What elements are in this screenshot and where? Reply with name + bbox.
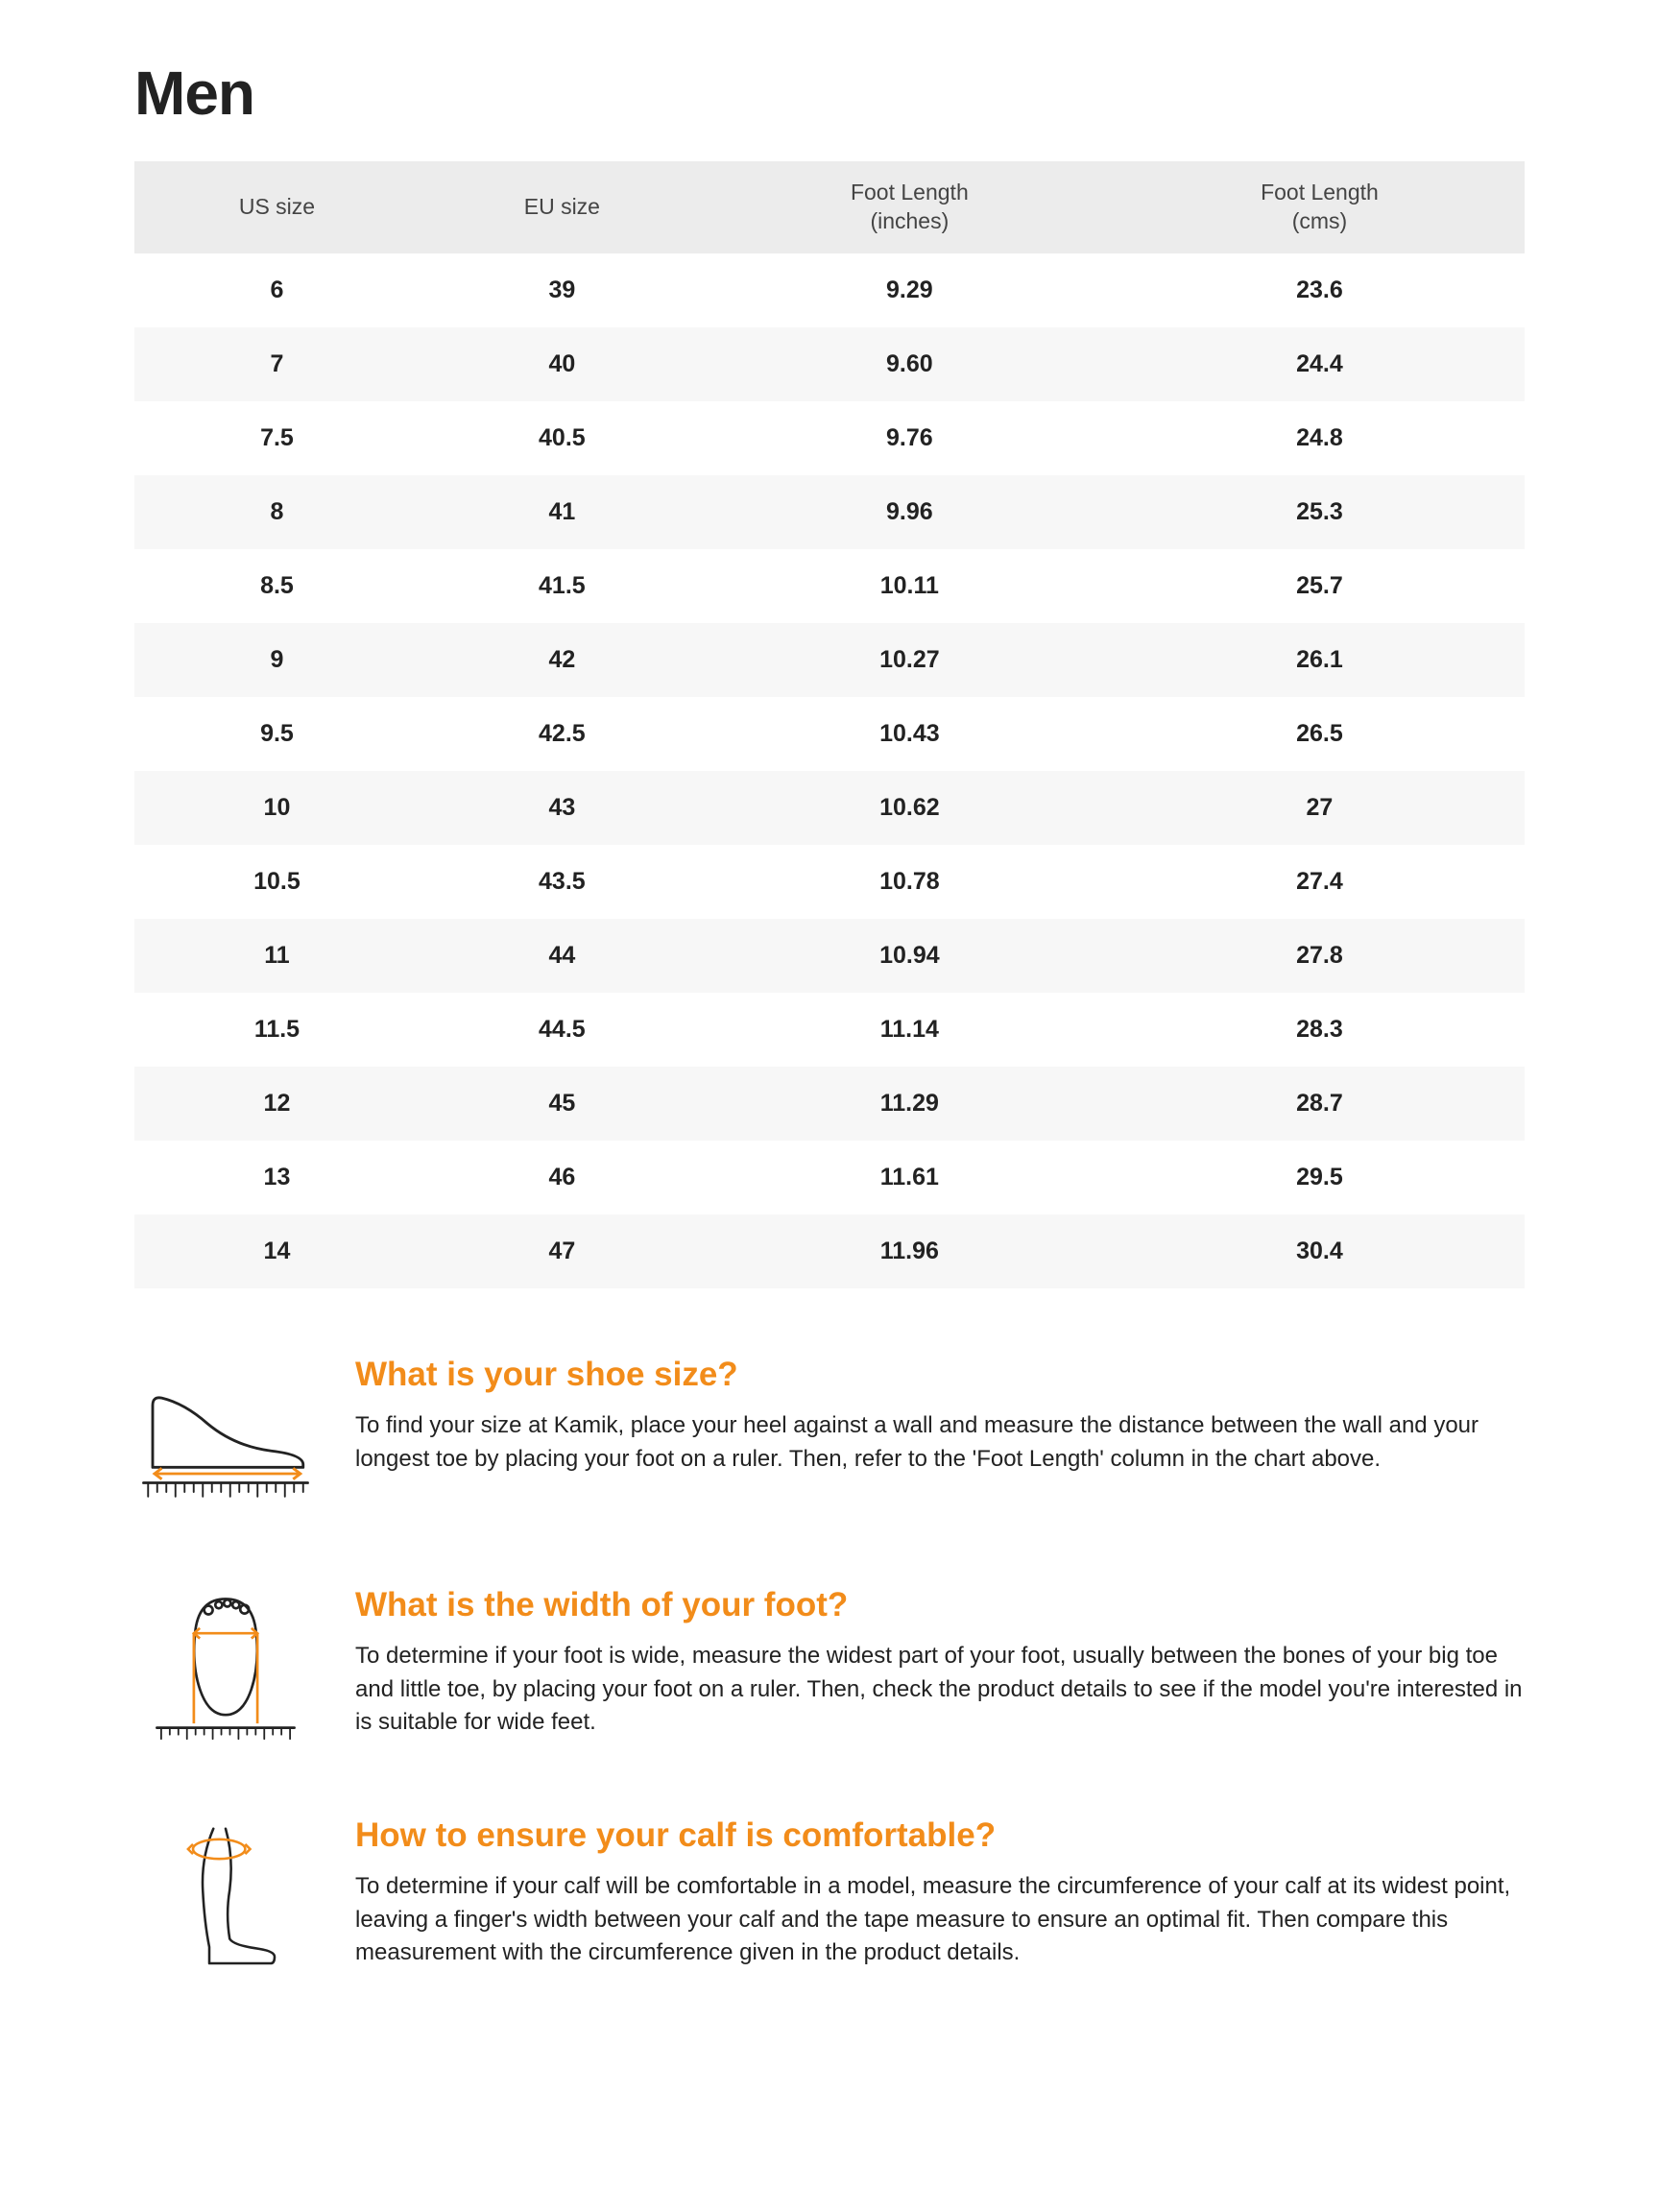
table-row: 11.544.511.1428.3: [134, 993, 1525, 1067]
table-cell: 28.7: [1115, 1067, 1525, 1141]
table-cell: 10.43: [705, 697, 1115, 771]
table-cell: 10.27: [705, 623, 1115, 697]
calf-measure-icon: [134, 1816, 317, 1980]
table-row: 6399.2923.6: [134, 253, 1525, 327]
info-body: To determine if your calf will be comfor…: [355, 1870, 1525, 1970]
table-cell: 47: [420, 1214, 705, 1288]
table-cell: 42.5: [420, 697, 705, 771]
table-row: 94210.2726.1: [134, 623, 1525, 697]
table-row: 8419.9625.3: [134, 475, 1525, 549]
table-row: 124511.2928.7: [134, 1067, 1525, 1141]
page-title: Men: [134, 58, 1525, 129]
table-cell: 12: [134, 1067, 420, 1141]
table-cell: 9.76: [705, 401, 1115, 475]
table-cell: 10.78: [705, 845, 1115, 919]
info-section: What is your shoe size? To find your siz…: [134, 1356, 1525, 1980]
table-cell: 27.8: [1115, 919, 1525, 993]
table-row: 104310.6227: [134, 771, 1525, 845]
table-cell: 9.29: [705, 253, 1115, 327]
info-shoe-size: What is your shoe size? To find your siz…: [134, 1356, 1525, 1519]
table-cell: 39: [420, 253, 705, 327]
table-cell: 24.4: [1115, 327, 1525, 401]
table-cell: 26.1: [1115, 623, 1525, 697]
table-cell: 13: [134, 1141, 420, 1214]
col-eu-size: EU size: [420, 161, 705, 253]
table-cell: 11: [134, 919, 420, 993]
table-cell: 25.7: [1115, 549, 1525, 623]
table-cell: 11.5: [134, 993, 420, 1067]
foot-side-ruler-icon: [134, 1356, 317, 1519]
table-cell: 10.5: [134, 845, 420, 919]
table-cell: 9.96: [705, 475, 1115, 549]
info-body: To determine if your foot is wide, measu…: [355, 1640, 1525, 1740]
info-heading: How to ensure your calf is comfortable?: [355, 1816, 1525, 1855]
table-cell: 28.3: [1115, 993, 1525, 1067]
table-cell: 10: [134, 771, 420, 845]
info-calf: How to ensure your calf is comfortable? …: [134, 1816, 1525, 1980]
table-row: 7.540.59.7624.8: [134, 401, 1525, 475]
info-heading: What is your shoe size?: [355, 1356, 1525, 1394]
table-row: 7409.6024.4: [134, 327, 1525, 401]
col-foot-length-cm: Foot Length(cms): [1115, 161, 1525, 253]
table-cell: 40: [420, 327, 705, 401]
table-cell: 40.5: [420, 401, 705, 475]
table-cell: 45: [420, 1067, 705, 1141]
table-cell: 10.94: [705, 919, 1115, 993]
col-foot-length-in: Foot Length(inches): [705, 161, 1115, 253]
info-foot-width: What is the width of your foot? To deter…: [134, 1586, 1525, 1749]
col-us-size: US size: [134, 161, 420, 253]
table-cell: 41.5: [420, 549, 705, 623]
table-cell: 11.61: [705, 1141, 1115, 1214]
table-cell: 11.14: [705, 993, 1115, 1067]
table-cell: 10.62: [705, 771, 1115, 845]
table-header-row: US size EU size Foot Length(inches) Foot…: [134, 161, 1525, 253]
info-body: To find your size at Kamik, place your h…: [355, 1409, 1525, 1477]
table-cell: 8.5: [134, 549, 420, 623]
table-cell: 41: [420, 475, 705, 549]
table-cell: 7: [134, 327, 420, 401]
size-table: US size EU size Foot Length(inches) Foot…: [134, 161, 1525, 1288]
table-cell: 42: [420, 623, 705, 697]
table-cell: 23.6: [1115, 253, 1525, 327]
info-heading: What is the width of your foot?: [355, 1586, 1525, 1624]
table-cell: 43: [420, 771, 705, 845]
table-cell: 6: [134, 253, 420, 327]
table-cell: 27.4: [1115, 845, 1525, 919]
table-cell: 9: [134, 623, 420, 697]
table-cell: 25.3: [1115, 475, 1525, 549]
table-cell: 29.5: [1115, 1141, 1525, 1214]
table-cell: 24.8: [1115, 401, 1525, 475]
table-cell: 8: [134, 475, 420, 549]
table-row: 134611.6129.5: [134, 1141, 1525, 1214]
table-cell: 46: [420, 1141, 705, 1214]
table-cell: 10.11: [705, 549, 1115, 623]
table-cell: 11.96: [705, 1214, 1115, 1288]
foot-top-ruler-icon: [134, 1586, 317, 1749]
table-row: 9.542.510.4326.5: [134, 697, 1525, 771]
table-row: 114410.9427.8: [134, 919, 1525, 993]
table-cell: 11.29: [705, 1067, 1115, 1141]
table-cell: 43.5: [420, 845, 705, 919]
table-cell: 27: [1115, 771, 1525, 845]
table-cell: 44: [420, 919, 705, 993]
table-row: 8.541.510.1125.7: [134, 549, 1525, 623]
table-cell: 7.5: [134, 401, 420, 475]
table-cell: 9.60: [705, 327, 1115, 401]
table-cell: 30.4: [1115, 1214, 1525, 1288]
table-cell: 9.5: [134, 697, 420, 771]
table-cell: 26.5: [1115, 697, 1525, 771]
table-cell: 14: [134, 1214, 420, 1288]
table-row: 10.543.510.7827.4: [134, 845, 1525, 919]
table-cell: 44.5: [420, 993, 705, 1067]
table-row: 144711.9630.4: [134, 1214, 1525, 1288]
